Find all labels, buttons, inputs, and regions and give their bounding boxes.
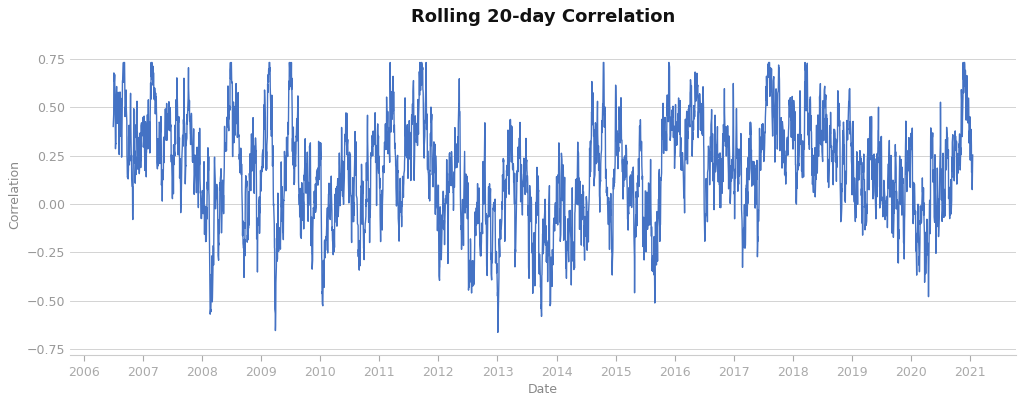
Title: Rolling 20-day Correlation: Rolling 20-day Correlation bbox=[411, 8, 675, 26]
X-axis label: Date: Date bbox=[528, 383, 558, 396]
Y-axis label: Correlation: Correlation bbox=[8, 160, 22, 229]
